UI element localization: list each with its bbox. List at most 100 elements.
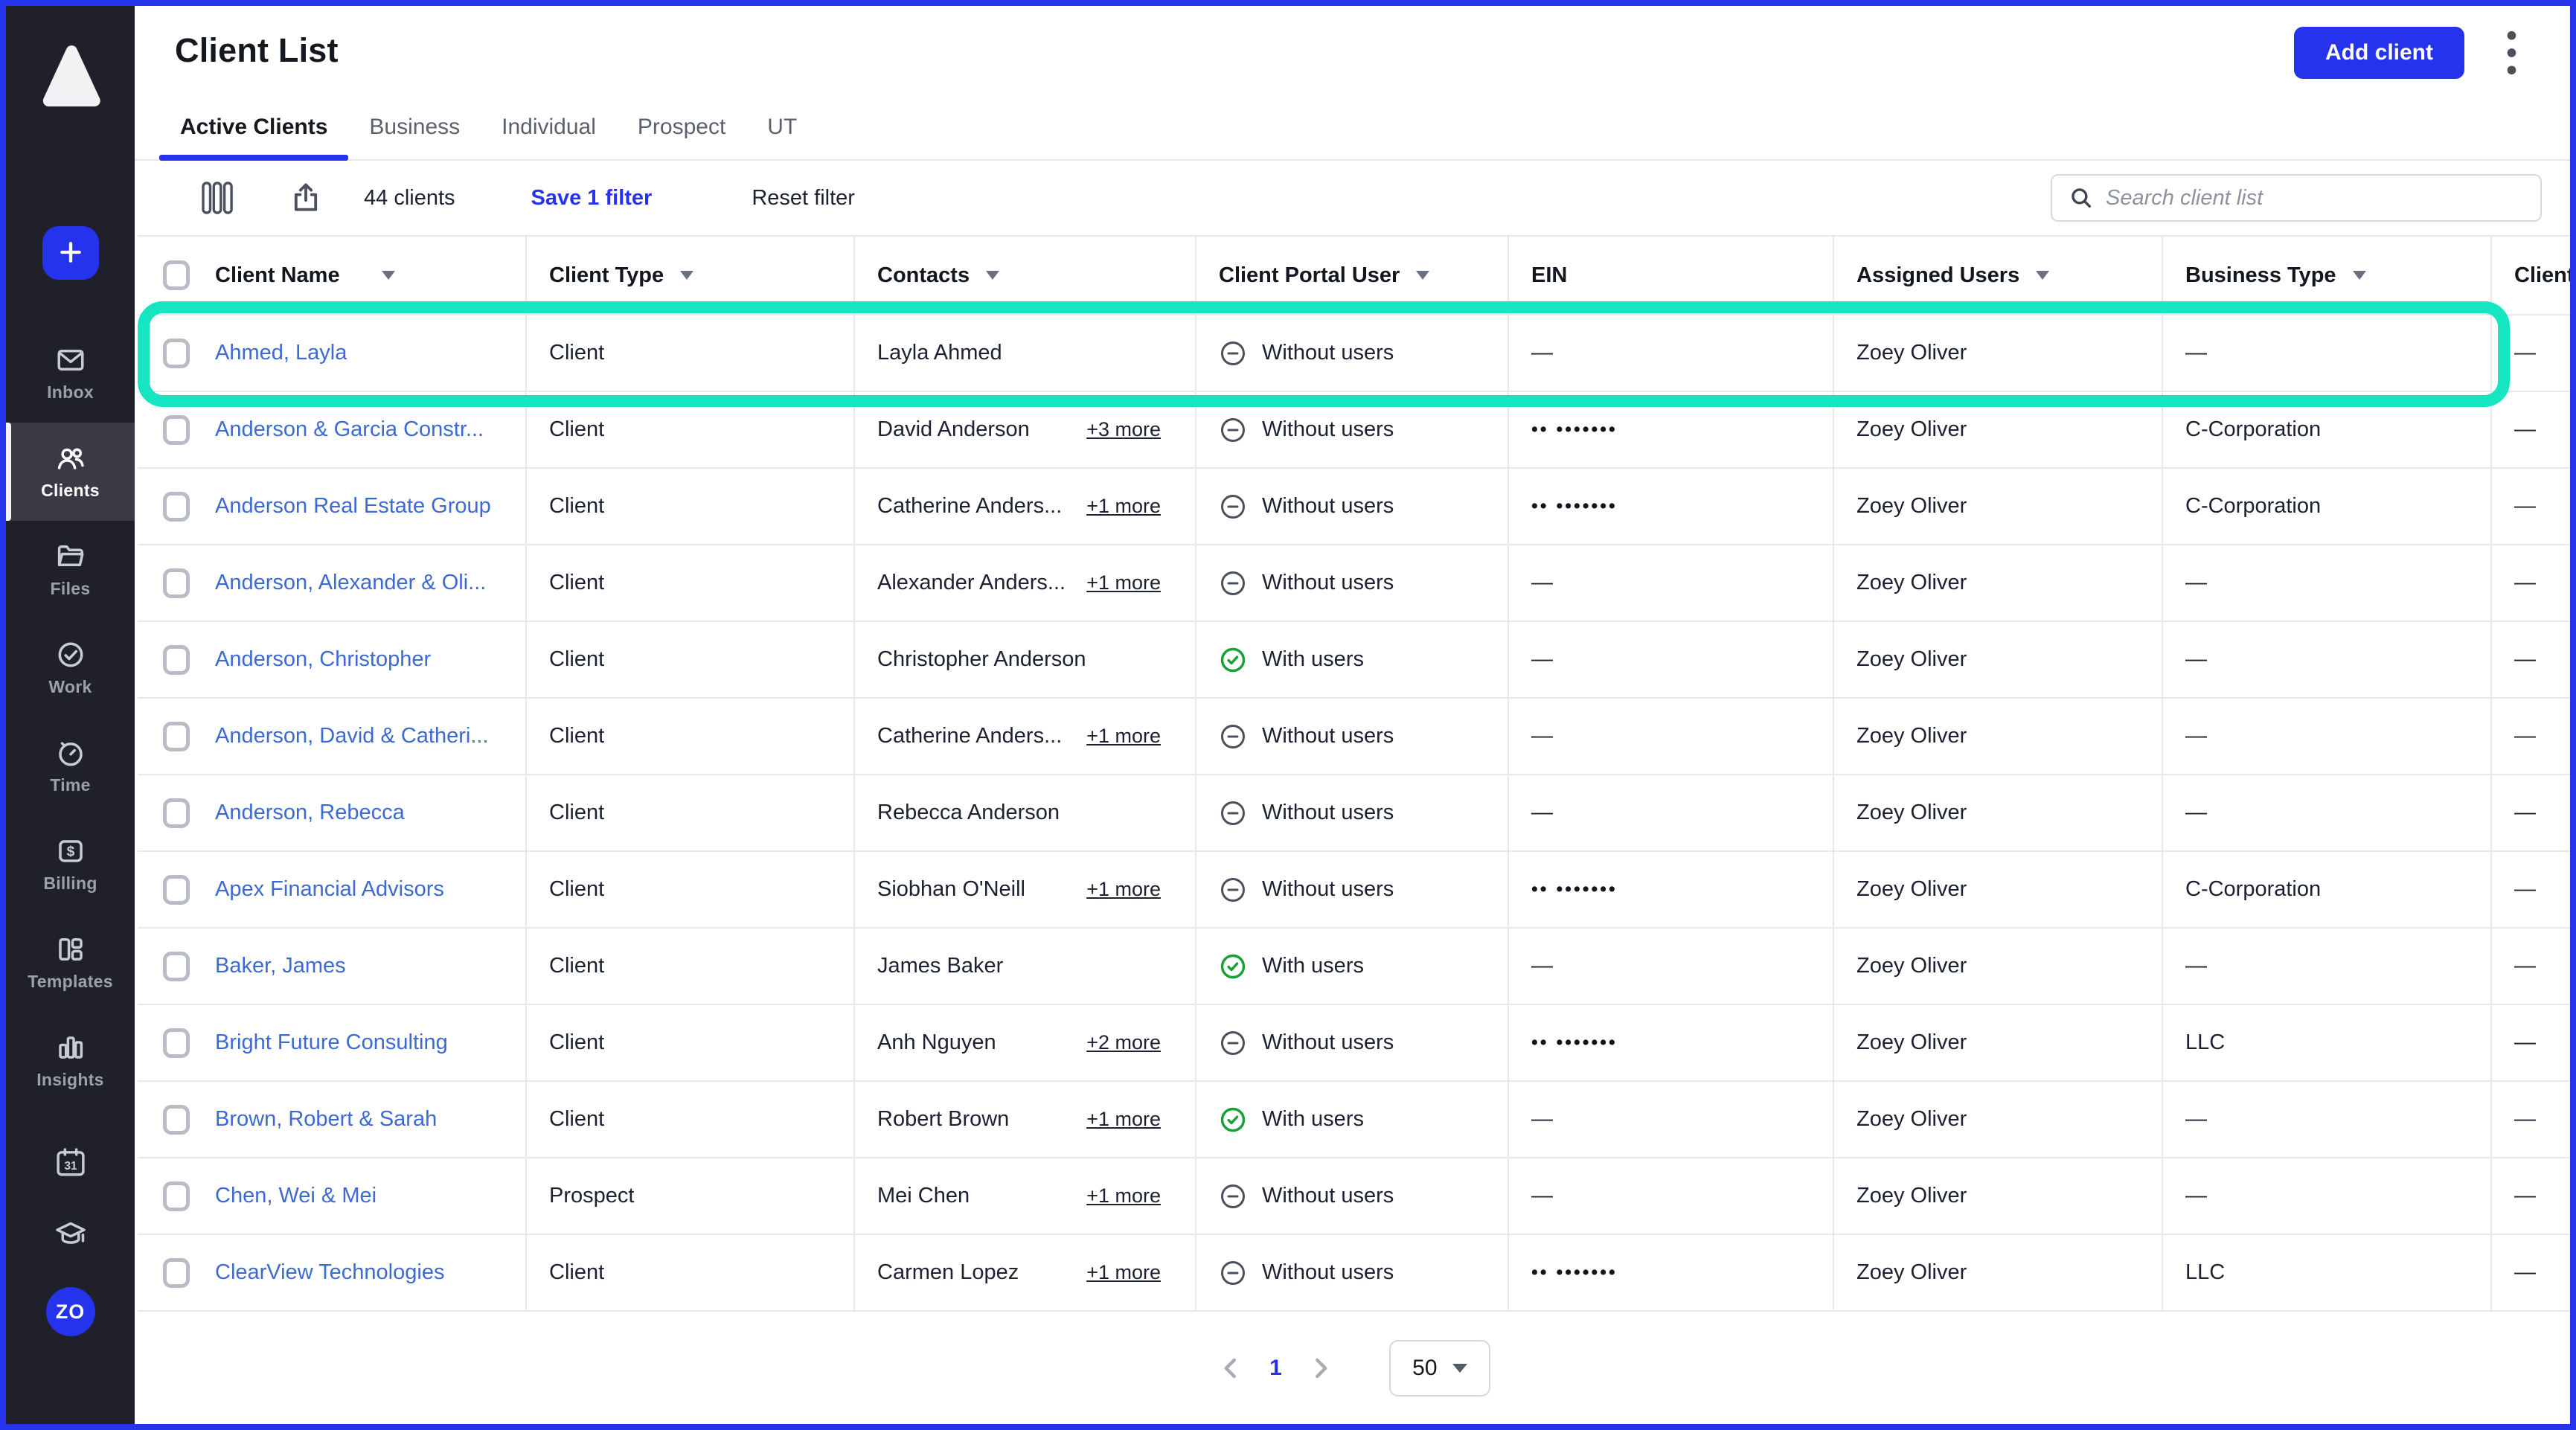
portal-status-label: Without users [1262, 1030, 1394, 1054]
contacts-more-link[interactable]: +1 more [1086, 1184, 1161, 1207]
contacts-more-link[interactable]: +1 more [1086, 1108, 1161, 1130]
sidebar-item-billing[interactable]: $ Billing [6, 815, 135, 914]
client-name-link[interactable]: Bright Future Consulting [215, 1030, 448, 1054]
export-icon[interactable] [288, 180, 324, 216]
row-checkbox[interactable] [163, 568, 190, 598]
page-size-select[interactable]: 50 [1388, 1339, 1490, 1397]
row-checkbox[interactable] [163, 338, 190, 368]
calendar-icon[interactable]: 31 [54, 1146, 88, 1180]
client-name-link[interactable]: ClearView Technologies [215, 1260, 445, 1284]
search-input[interactable] [2106, 185, 2528, 211]
client-name-link[interactable]: Anderson, David & Catheri... [215, 724, 489, 748]
col-header-assigned-users[interactable]: Assigned Users [1833, 235, 2162, 315]
row-checkbox[interactable] [163, 1257, 190, 1288]
sort-caret-icon[interactable] [680, 271, 694, 280]
columns-icon[interactable] [200, 181, 234, 215]
contacts-more-link[interactable]: +1 more [1086, 878, 1161, 900]
ein-cell: •• ••••••• [1508, 1004, 1833, 1082]
ein-cell: — [1508, 775, 1833, 852]
contacts-more-link[interactable]: +1 more [1086, 725, 1161, 747]
kebab-menu-icon[interactable] [2505, 29, 2518, 77]
add-client-button[interactable]: Add client [2293, 27, 2464, 79]
portal-user-cell: Without users [1195, 698, 1508, 775]
sort-caret-icon[interactable] [2036, 271, 2050, 280]
assigned-users-cell: Zoey Oliver [1833, 851, 2162, 929]
user-avatar[interactable]: ZO [45, 1287, 95, 1336]
row-checkbox[interactable] [163, 1104, 190, 1135]
sidebar-item-work[interactable]: Work [6, 619, 135, 717]
client-name-link[interactable]: Chen, Wei & Mei [215, 1184, 377, 1208]
row-checkbox[interactable] [163, 1181, 190, 1211]
contact-primary: Anh Nguyen [877, 1030, 996, 1054]
global-add-button[interactable] [42, 226, 99, 280]
client-name-link[interactable]: Ahmed, Layla [215, 341, 347, 365]
sidebar-item-inbox[interactable]: Inbox [6, 324, 135, 423]
contacts-more-link[interactable]: +1 more [1086, 571, 1161, 594]
row-checkbox[interactable] [163, 874, 190, 905]
row-checkbox[interactable] [163, 491, 190, 522]
col-header-ein[interactable]: EIN [1508, 235, 1833, 315]
client-name-link[interactable]: Baker, James [215, 954, 346, 978]
client-name-link[interactable]: Brown, Robert & Sarah [215, 1107, 438, 1131]
sidebar-item-time[interactable]: Time [6, 717, 135, 815]
sort-caret-icon[interactable] [1416, 271, 1430, 280]
tab-business[interactable]: Business [369, 115, 461, 139]
prev-page-icon[interactable] [1214, 1352, 1247, 1385]
client-name-link[interactable]: Anderson, Christopher [215, 647, 432, 671]
col-header-client-name[interactable]: Client Name [138, 235, 526, 315]
col-header-business-type[interactable]: Business Type [2162, 235, 2491, 315]
contact-primary: Catherine Anders... [877, 724, 1063, 748]
sidebar-item-files[interactable]: Files [6, 521, 135, 619]
portal-cell-inner: Without users [1219, 493, 1490, 521]
tab-ut[interactable]: UT [767, 115, 798, 139]
without-users-icon [1219, 339, 1247, 368]
sort-caret-icon[interactable] [986, 271, 1000, 280]
tab-prospect[interactable]: Prospect [637, 115, 726, 139]
svg-text:31: 31 [64, 1160, 77, 1173]
reset-filter-link[interactable]: Reset filter [752, 185, 855, 210]
business-type-cell: — [2162, 698, 2491, 775]
col-header-client-type[interactable]: Client Type [525, 235, 854, 315]
contacts-more-link[interactable]: +3 more [1086, 418, 1161, 440]
name-cell-inner: Chen, Wei & Mei [163, 1181, 507, 1211]
client-name-cell: ClearView Technologies [138, 1234, 526, 1312]
sidebar-item-insights[interactable]: Insights [6, 1012, 135, 1110]
client-extra-cell: — [2490, 468, 2570, 545]
row-checkbox[interactable] [163, 644, 190, 675]
row-checkbox[interactable] [163, 1027, 190, 1058]
business-type-cell: C-Corporation [2162, 391, 2491, 469]
client-name-link[interactable]: Anderson Real Estate Group [215, 494, 491, 518]
row-checkbox[interactable] [163, 414, 190, 445]
search-box[interactable] [2051, 174, 2542, 222]
client-name-link[interactable]: Anderson & Garcia Constr... [215, 417, 484, 441]
sort-caret-icon[interactable] [2352, 271, 2366, 280]
save-filter-link[interactable]: Save 1 filter [531, 185, 653, 210]
current-page[interactable]: 1 [1269, 1355, 1282, 1380]
row-checkbox[interactable] [163, 721, 190, 751]
select-all-checkbox[interactable] [163, 260, 190, 290]
name-cell-inner: Apex Financial Advisors [163, 874, 507, 905]
sidebar-item-templates[interactable]: Templates [6, 914, 135, 1012]
client-name-link[interactable]: Anderson, Rebecca [215, 801, 405, 824]
next-page-icon[interactable] [1304, 1352, 1337, 1385]
col-header-client[interactable]: Client [2490, 235, 2570, 315]
graduation-cap-icon[interactable] [54, 1217, 88, 1251]
row-checkbox[interactable] [163, 798, 190, 828]
contacts-cell-inner: Mei Chen +1 more [877, 1184, 1161, 1208]
col-header-inner: Contacts [877, 263, 1177, 288]
col-header-contacts[interactable]: Contacts [853, 235, 1196, 315]
name-cell-inner: Anderson Real Estate Group [163, 491, 507, 522]
row-checkbox[interactable] [163, 951, 190, 981]
contacts-more-link[interactable]: +1 more [1086, 495, 1161, 517]
client-name-link[interactable]: Apex Financial Advisors [215, 877, 444, 901]
tab-individual[interactable]: Individual [502, 115, 596, 139]
sort-caret-icon[interactable] [381, 271, 395, 280]
col-header-client-portal-user[interactable]: Client Portal User [1195, 235, 1508, 315]
client-name-link[interactable]: Anderson, Alexander & Oli... [215, 571, 487, 594]
inbox-icon [55, 344, 86, 376]
business-type-cell: — [2162, 545, 2491, 622]
tab-active-clients[interactable]: Active Clients [159, 115, 349, 161]
sidebar-item-clients[interactable]: Clients [6, 423, 135, 521]
contacts-more-link[interactable]: +1 more [1086, 1261, 1161, 1283]
contacts-more-link[interactable]: +2 more [1086, 1031, 1161, 1054]
